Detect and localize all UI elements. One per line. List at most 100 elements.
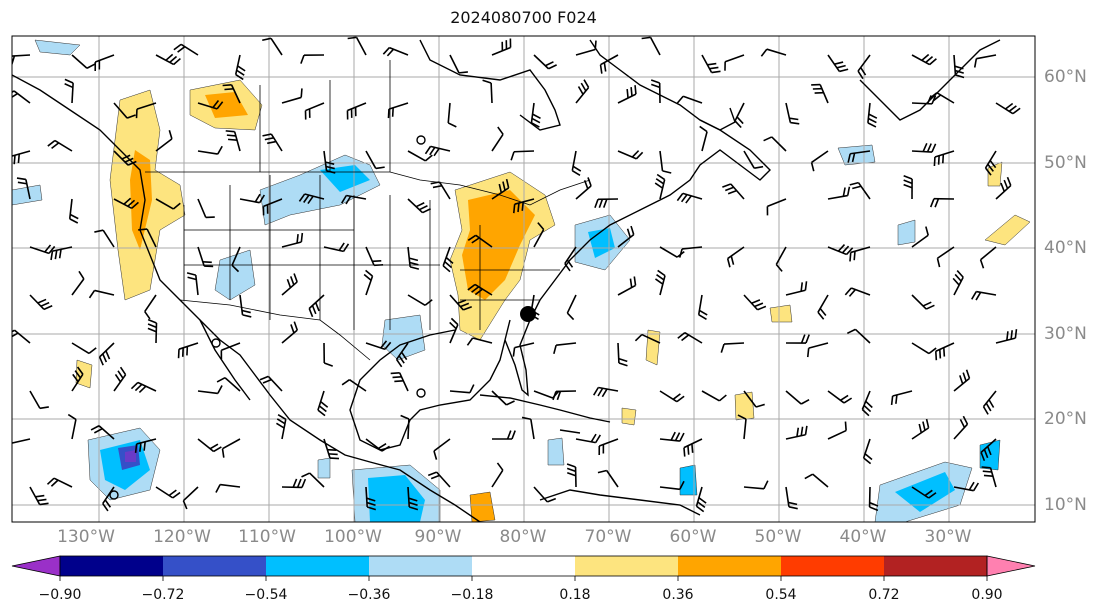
wind-barb-icon (466, 337, 493, 346)
wind-barb-icon (71, 342, 97, 355)
wind-barb-icon (953, 481, 980, 492)
colorbar-segment (575, 556, 679, 576)
wind-barb-icon (298, 193, 325, 205)
wind-barb-icon (857, 54, 871, 80)
warm-core-west-coast (130, 150, 152, 250)
wind-barb-icon (650, 79, 661, 104)
wind-barb-icon (186, 272, 199, 296)
wind-barb-icon (861, 390, 873, 417)
wind-barb-icon (215, 483, 241, 493)
lon-label-90w: 90°W (414, 527, 462, 547)
wind-barb-icon (29, 486, 49, 506)
wind-barb-icon (911, 294, 935, 310)
wind-barb-icon (308, 294, 325, 318)
wind-barb-icon (599, 54, 619, 74)
wind-barb-icon (552, 390, 577, 401)
wind-barb-icon (395, 342, 409, 368)
wind-barb-icon (575, 177, 592, 200)
wind-barb-icon (911, 226, 929, 248)
wind-barb-icon (90, 425, 115, 440)
lon-label-120w: 120°W (153, 527, 211, 547)
wind-barb-icon (482, 79, 493, 104)
wind-barb-icon (676, 192, 703, 204)
colorbar-tick-label: 0.90 (971, 587, 1003, 603)
wind-barb-icon (365, 486, 377, 511)
wind-barb-icon (281, 478, 307, 489)
wind-barb-icon (491, 390, 515, 406)
wind-barb-icon (407, 198, 431, 214)
colorbar-tick-label: 0.36 (662, 587, 694, 603)
wind-barb-icon (785, 102, 800, 125)
wind-barb-icon (530, 102, 541, 128)
wind-barb-icon (743, 150, 764, 169)
wind-barb-icon (12, 90, 31, 104)
wind-barb-icon (94, 229, 115, 248)
wind-barb-icon (491, 430, 516, 440)
wind-barb-icon (811, 83, 829, 104)
colorbar-tick-label: 0.72 (868, 587, 900, 603)
wind-barb-icon (259, 375, 283, 392)
wind-barb-icon (239, 294, 252, 318)
wind-barb-icon (177, 342, 199, 359)
wind-barb-icon (720, 342, 745, 353)
wind-barb-icon (407, 150, 433, 162)
wind-barb-icon (71, 270, 85, 296)
colorbar-segment (266, 556, 370, 576)
wind-barb-icon (262, 37, 283, 56)
wind-barb-icon (553, 342, 577, 355)
calm-circle-icon (211, 338, 221, 348)
wind-barb-icon (281, 88, 303, 104)
wind-barb-icon (763, 136, 787, 152)
purple-core-east-pacific (125, 450, 136, 462)
wind-barb-icon (262, 133, 283, 152)
colorbar-segment (369, 556, 473, 576)
wind-barb-icon (566, 294, 577, 321)
lat-label-60n: 60°N (1044, 67, 1087, 87)
colorbar-tick-label: −0.72 (141, 587, 185, 603)
wind-barb-icon (785, 390, 810, 405)
wind-barb-icon (827, 54, 849, 73)
wind-barb-icon (304, 102, 325, 120)
wind-barb-icon (695, 486, 707, 513)
political-borders (145, 60, 591, 361)
wind-barb-icon (173, 43, 199, 56)
wind-barb-icon (683, 438, 703, 457)
cool-patch-2 (837, 144, 876, 166)
wind-barb-icon (365, 150, 385, 170)
wind-barb-icon (102, 486, 115, 512)
wind-barb-icon (521, 416, 535, 440)
wind-barb-icon (971, 290, 997, 301)
wind-barb-icon (155, 130, 173, 152)
wind-barb-icon (155, 53, 181, 66)
wind-barb-icon (12, 438, 31, 444)
storm-center-marker-icon[interactable] (520, 306, 536, 322)
wind-barb-icon (734, 102, 745, 129)
wind-barb-icon (64, 78, 74, 104)
wind-barb-icon (847, 150, 871, 163)
colorbar[interactable] (11, 555, 1036, 581)
wind-barb-icon (281, 321, 299, 344)
lat-label-30n: 30°N (1044, 324, 1087, 344)
wind-barb-icon (934, 342, 955, 361)
warm-patch-8 (621, 407, 637, 426)
wind-barb-icon (597, 469, 619, 488)
wind-barb-icon (775, 246, 787, 272)
wind-barb-icon (995, 329, 1018, 344)
wind-barb-icon (678, 246, 703, 258)
wind-barb-icon (427, 471, 451, 488)
wind-barb-icon (47, 139, 73, 152)
wind-barb-icon (953, 415, 969, 440)
wind-barb-icon (94, 54, 115, 71)
wind-barb-icon (676, 95, 703, 104)
calm-circle-icon (416, 135, 426, 145)
wind-barb-icon (387, 102, 409, 119)
wind-barb-icon (113, 366, 127, 392)
wind-barb-icon (634, 333, 661, 344)
cool-core-mid-atlantic (588, 228, 615, 258)
coast-gulf-of-california (199, 319, 251, 401)
wind-barb-icon (317, 390, 329, 417)
wind-barb-icon (571, 150, 582, 177)
wind-barb-icon (981, 466, 997, 488)
wind-barb-icon (135, 102, 157, 119)
